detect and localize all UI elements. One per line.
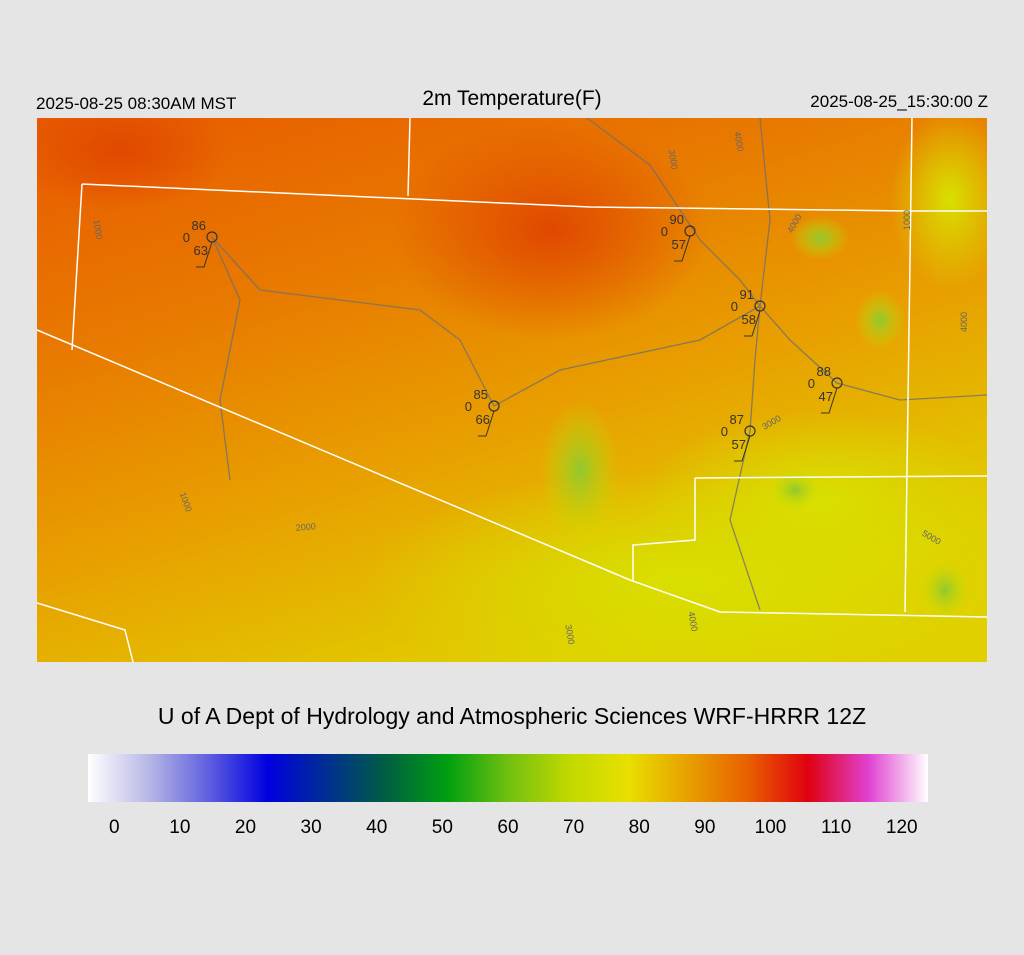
station-dewpoint: 57 <box>672 237 686 252</box>
contour-label: 3000 <box>563 624 576 645</box>
colorbar-tick-label: 40 <box>366 817 387 838</box>
contour-label: 1000 <box>91 219 104 240</box>
colorbar-tick-label: 70 <box>563 817 584 838</box>
local-time: 2025-08-25 08:30AM MST <box>36 94 236 113</box>
field-blob <box>920 560 970 620</box>
station-dewpoint: 66 <box>476 412 490 427</box>
colorbar-tick-label: 80 <box>629 817 650 838</box>
station-wind: 0 <box>183 230 190 245</box>
contour-label: 1000 <box>902 210 912 230</box>
colorbar-tick-label: 0 <box>109 817 120 838</box>
station-wind: 0 <box>661 224 668 239</box>
colorbar-ticks: 0 10 20 30 40 50 60 70 80 90 100 110 120 <box>109 802 918 838</box>
station-temp: 86 <box>192 218 206 233</box>
utc-time: 2025-08-25_15:30:00 Z <box>810 92 988 111</box>
field-blob <box>855 290 905 350</box>
map-title: 2m Temperature(F) <box>422 87 601 110</box>
field-blob <box>390 120 710 340</box>
wind-barb <box>744 310 761 337</box>
colorbar-tick-label: 120 <box>886 817 918 838</box>
contour-label: 4000 <box>959 312 969 332</box>
wind-barb <box>196 241 213 268</box>
colorbar-tick-label: 30 <box>301 817 322 838</box>
field-blob <box>37 118 230 210</box>
colorbar <box>88 754 928 802</box>
contour-labels: 1000100020003000400030004000400050003000… <box>91 131 969 645</box>
field-blob <box>890 118 987 290</box>
colorbar-tick-label: 110 <box>821 817 851 838</box>
wind-barb <box>821 387 838 414</box>
station-dewpoint: 58 <box>742 312 756 327</box>
colorbar-tick-label: 50 <box>432 817 453 838</box>
field-blob <box>790 216 850 260</box>
colorbar-tick-label: 20 <box>235 817 256 838</box>
station-temp: 87 <box>730 412 744 427</box>
contour-label: 3000 <box>666 149 679 170</box>
station-temp: 91 <box>740 287 754 302</box>
station-dewpoint: 47 <box>819 389 833 404</box>
field-blob <box>540 400 620 540</box>
roads <box>211 118 987 611</box>
colorbar-tick-label: 100 <box>755 817 787 838</box>
field-blob <box>770 470 820 510</box>
station-wind: 0 <box>731 299 738 314</box>
station-wind: 0 <box>721 424 728 439</box>
station-temp: 90 <box>670 212 684 227</box>
station-dewpoint: 63 <box>194 243 208 258</box>
colorbar-tick-label: 10 <box>169 817 190 838</box>
contour-label: 2000 <box>295 521 316 533</box>
wind-barb <box>734 435 751 462</box>
boundaries <box>37 118 987 662</box>
wind-barb <box>478 410 495 437</box>
colorbar-tick-label: 60 <box>497 817 518 838</box>
station-wind: 0 <box>808 376 815 391</box>
map <box>37 118 987 662</box>
station-wind: 0 <box>465 399 472 414</box>
contour-label: 4000 <box>686 611 699 632</box>
station-temp: 88 <box>817 364 831 379</box>
credit: U of A Dept of Hydrology and Atmospheric… <box>158 703 866 729</box>
station-dewpoint: 57 <box>732 437 746 452</box>
contour-label: 4000 <box>732 131 745 152</box>
station-temp: 85 <box>474 387 488 402</box>
wind-barb <box>674 235 691 262</box>
colorbar-tick-label: 90 <box>694 817 715 838</box>
